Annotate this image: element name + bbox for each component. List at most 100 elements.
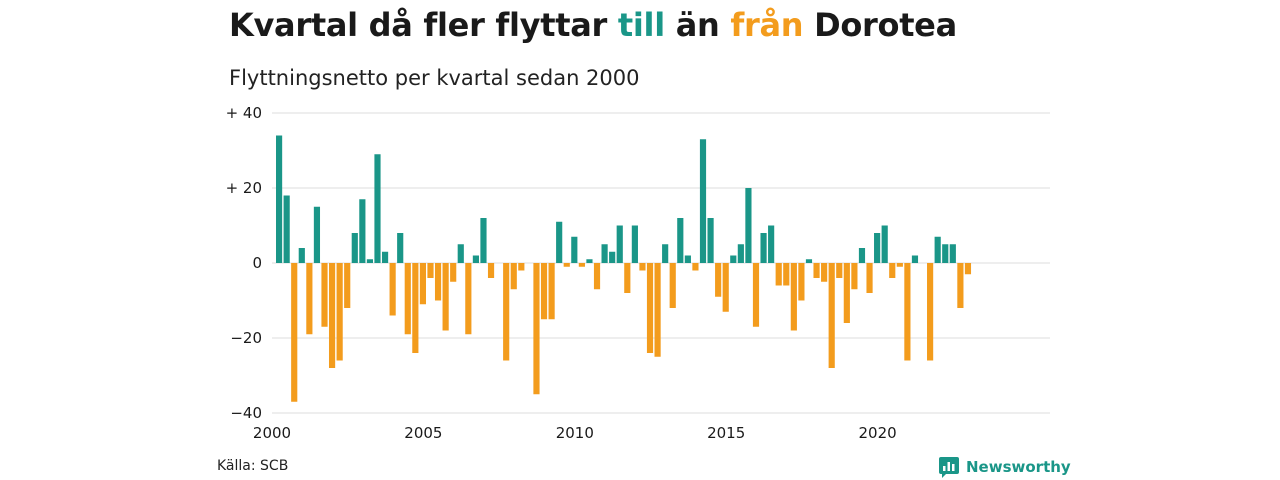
x-axis-ticks: 2000 2005 2010 2015 2020: [253, 424, 897, 442]
bar-positive: [707, 218, 714, 263]
x-tick-label: 2005: [404, 424, 442, 442]
bar-negative: [927, 263, 934, 361]
bar-negative: [518, 263, 525, 271]
bar-negative: [563, 263, 570, 267]
bar-positive: [677, 218, 684, 263]
bar-positive: [730, 255, 737, 263]
bar-negative: [593, 263, 601, 290]
bar-negative: [510, 263, 517, 290]
bar-negative: [889, 263, 896, 278]
y-tick-label: + 40: [226, 104, 262, 122]
bar-negative: [328, 263, 336, 368]
bar-positive: [737, 244, 744, 263]
bar-positive: [359, 199, 366, 263]
bar-negative: [639, 263, 646, 271]
bar-positive: [298, 248, 305, 263]
bar-positive: [283, 195, 290, 263]
bar-negative: [715, 263, 722, 297]
x-tick-label: 2015: [707, 424, 745, 442]
bar-negative: [404, 263, 411, 335]
bar-layer: [276, 135, 972, 402]
bar-positive: [351, 233, 358, 263]
bar-negative: [419, 263, 426, 305]
bar-negative: [669, 263, 676, 308]
bar-positive: [457, 244, 464, 263]
title-in-word: till: [617, 6, 665, 44]
bar-negative: [412, 263, 419, 353]
bar-negative: [450, 263, 457, 282]
title-part1: Kvartal då fler flyttar: [229, 6, 618, 44]
bar-positive: [760, 233, 767, 263]
bar-negative: [798, 263, 805, 301]
brand-name: Newsworthy: [966, 458, 1071, 476]
bar-negative: [306, 263, 313, 335]
bar-positive: [609, 251, 616, 263]
y-axis-ticks: + 40 + 20 0 −20 −40: [226, 104, 262, 422]
bar-negative: [427, 263, 434, 278]
bar-positive: [684, 255, 691, 263]
bar-positive: [601, 244, 608, 263]
x-tick-label: 2000: [253, 424, 291, 442]
bar-positive: [381, 251, 389, 263]
bar-negative: [578, 263, 585, 267]
x-tick-label: 2020: [859, 424, 897, 442]
bar-negative: [465, 263, 472, 335]
bar-negative: [828, 263, 835, 368]
bar-negative: [752, 263, 760, 327]
grid-layer: [272, 112, 1050, 414]
y-tick-label: −20: [230, 329, 262, 347]
bar-positive: [366, 259, 374, 263]
bar-positive: [934, 236, 941, 263]
bar-positive: [472, 255, 479, 263]
bar-negative: [866, 263, 873, 293]
bar-negative: [291, 263, 298, 402]
bar-positive: [874, 233, 881, 263]
bar-positive: [949, 244, 956, 263]
bar-positive: [911, 255, 919, 263]
bar-positive: [662, 244, 669, 263]
bar-negative: [344, 263, 351, 308]
bar-negative: [843, 263, 850, 323]
y-tick-label: + 20: [226, 179, 262, 197]
bar-negative: [624, 263, 631, 293]
bar-positive: [397, 233, 404, 263]
bar-positive: [699, 139, 707, 263]
bar-negative: [336, 263, 343, 361]
bar-positive: [586, 259, 593, 263]
bar-negative: [654, 263, 661, 357]
bar-positive: [313, 206, 321, 263]
bar-negative: [434, 263, 442, 301]
bar-positive: [571, 236, 578, 263]
chart-title: Kvartal då fler flyttar till än från Dor…: [229, 6, 957, 44]
bar-positive: [556, 221, 563, 263]
bar-negative: [821, 263, 828, 282]
newsworthy-logo[interactable]: Newsworthy: [938, 456, 1071, 478]
bar-negative: [533, 263, 540, 395]
bar-negative: [442, 263, 449, 331]
bar-negative: [503, 263, 510, 361]
title-out-word: från: [730, 6, 804, 44]
bar-positive: [745, 188, 752, 263]
bar-positive: [768, 225, 775, 263]
x-tick-label: 2010: [556, 424, 594, 442]
source-label: Källa: SCB: [217, 458, 289, 474]
bar-positive: [942, 244, 949, 263]
bar-positive: [858, 248, 866, 263]
bar-negative: [389, 263, 396, 316]
bar-positive: [480, 218, 487, 263]
y-tick-label: 0: [252, 254, 262, 272]
bar-negative: [904, 263, 911, 361]
bar-negative: [783, 263, 790, 286]
bar-positive: [631, 225, 638, 263]
bar-positive: [616, 225, 623, 263]
bar-negative: [692, 263, 699, 271]
bar-negative: [540, 263, 548, 320]
bar-positive: [276, 135, 283, 263]
bar-negative: [722, 263, 729, 312]
bar-negative: [790, 263, 797, 331]
bar-negative: [813, 263, 820, 278]
bar-positive: [374, 154, 381, 263]
bar-negative: [321, 263, 328, 327]
bar-negative: [964, 263, 972, 275]
